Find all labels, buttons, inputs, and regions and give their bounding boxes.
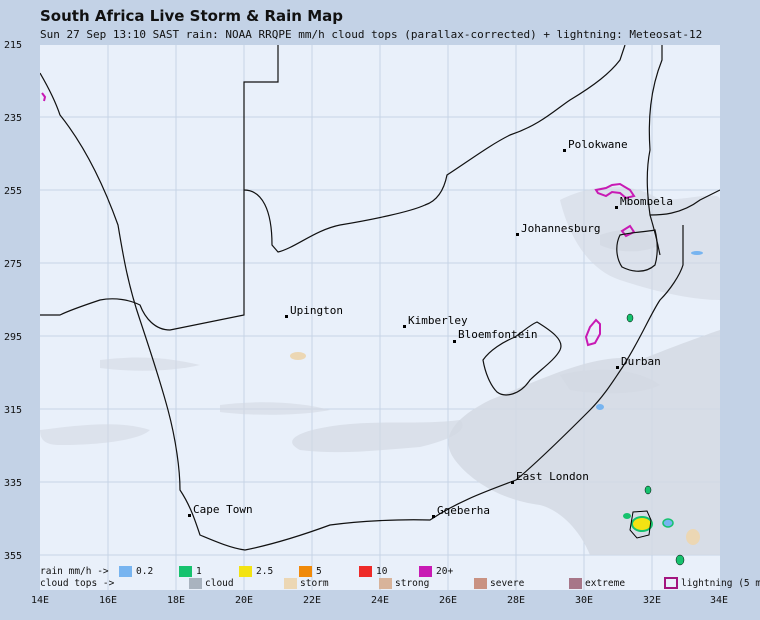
legend-swatch (379, 578, 392, 589)
lat-tick: 235 (4, 113, 22, 124)
city-dot (615, 206, 618, 209)
legend-swatch (239, 566, 252, 577)
city-gqeberha[interactable]: Gqeberha (432, 504, 490, 518)
city-label: Bloemfontein (458, 328, 537, 341)
legend-cloud-item: storm (284, 578, 329, 589)
legend-item-label: cloud (205, 578, 234, 589)
lon-tick: 32E (643, 595, 661, 606)
city-cape-town[interactable]: Cape Town (188, 503, 253, 517)
city-mbombela[interactable]: Mbombela (615, 195, 673, 209)
lat-tick: 295 (4, 332, 22, 343)
city-label: Mbombela (620, 195, 673, 208)
legend-swatch (189, 578, 202, 589)
city-dot (516, 233, 519, 236)
lat-tick: 355 (4, 551, 22, 562)
legend-rain-item: 5 (299, 566, 322, 577)
legend-item-label: extreme (585, 578, 625, 589)
lon-tick: 24E (371, 595, 389, 606)
city-durban[interactable]: Durban (616, 355, 661, 369)
legend-swatch (299, 566, 312, 577)
city-bloemfontein[interactable]: Bloemfontein (453, 328, 537, 343)
legend-cloud-label: cloud tops -> (40, 578, 115, 589)
legend-cloud-item: strong (379, 578, 429, 589)
city-label: Upington (290, 304, 343, 317)
lightning-swatch (664, 577, 678, 589)
legend-item-label: strong (395, 578, 429, 589)
legend-item-label: 5 (316, 566, 322, 577)
page-title: South Africa Live Storm & Rain Map (40, 7, 343, 25)
legend-cloud-item: extreme (569, 578, 625, 589)
legend-rain-item: 2.5 (239, 566, 273, 577)
legend-swatch (569, 578, 582, 589)
country-borders (40, 45, 720, 551)
lon-tick: 22E (303, 595, 321, 606)
legend-swatch (119, 566, 132, 577)
lon-tick: 26E (439, 595, 457, 606)
lon-tick: 34E (710, 595, 728, 606)
lon-ticks: 14E 16E 18E 20E 22E 24E 26E 28E 30E 32E … (31, 595, 728, 606)
legend-swatch (419, 566, 432, 577)
legend-lightning-item: lightning (5 min (664, 577, 760, 589)
lon-tick: 30E (575, 595, 593, 606)
city-upington[interactable]: Upington (285, 304, 343, 318)
legend-item-label: 0.2 (136, 566, 153, 577)
legend-item-label: severe (490, 578, 525, 589)
legend-rain-item: 0.2 (119, 566, 153, 577)
city-label: Gqeberha (437, 504, 490, 517)
city-dot (616, 366, 619, 369)
lat-tick: 255 (4, 186, 22, 197)
city-dot (432, 515, 435, 518)
legend-item-label: 10 (376, 566, 388, 577)
lat-ticks: 215 235 255 275 295 315 335 355 (4, 40, 22, 562)
city-label: Johannesburg (521, 222, 600, 235)
lat-tick: 275 (4, 259, 22, 270)
lon-tick: 14E (31, 595, 49, 606)
legend-item-label: 20+ (436, 566, 453, 577)
city-label: Cape Town (193, 503, 253, 516)
legend-item-label: 2.5 (256, 566, 273, 577)
legend-rain-item: 20+ (419, 566, 453, 577)
legend-rain-item: 10 (359, 566, 388, 577)
city-dot (563, 149, 566, 152)
city-dot (453, 340, 456, 343)
lon-tick: 28E (507, 595, 525, 606)
city-polokwane[interactable]: Polokwane (563, 138, 628, 152)
city-kimberley[interactable]: Kimberley (403, 314, 468, 328)
legend-rain-item: 1 (179, 566, 202, 577)
map-legend: rain mm/h -> cloud tops -> 0.2 1 2.5 5 1… (40, 566, 760, 589)
lon-tick: 20E (235, 595, 253, 606)
legend-cloud-item: severe (474, 578, 525, 589)
city-markers: Polokwane Mbombela Johannesburg Upington… (188, 138, 673, 518)
legend-item-label: storm (300, 578, 329, 589)
city-dot (403, 325, 406, 328)
legend-swatch (284, 578, 297, 589)
city-dot (285, 315, 288, 318)
legend-item-label: lightning (5 min (681, 578, 760, 589)
legend-swatch (474, 578, 487, 589)
lat-tick: 335 (4, 478, 22, 489)
legend-item-label: 1 (196, 566, 202, 577)
page-subtitle: Sun 27 Sep 13:10 SAST rain: NOAA RRQPE m… (40, 28, 703, 41)
lat-tick: 215 (4, 40, 22, 51)
lat-tick: 315 (4, 405, 22, 416)
city-dot (511, 481, 514, 484)
legend-cloud-item: cloud (189, 578, 234, 589)
city-label: Polokwane (568, 138, 628, 151)
lon-tick: 16E (99, 595, 117, 606)
city-label: Durban (621, 355, 661, 368)
legend-swatch (179, 566, 192, 577)
city-dot (188, 514, 191, 517)
city-label: Kimberley (408, 314, 468, 327)
legend-swatch (359, 566, 372, 577)
city-johannesburg[interactable]: Johannesburg (516, 222, 600, 236)
city-east-london[interactable]: East London (511, 470, 589, 484)
lon-tick: 18E (167, 595, 185, 606)
city-label: East London (516, 470, 589, 483)
legend-rain-label: rain mm/h -> (40, 566, 109, 577)
